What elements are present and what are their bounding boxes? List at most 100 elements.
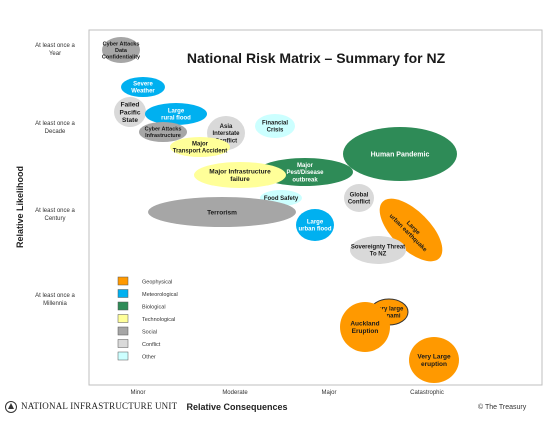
legend-label: Technological	[142, 317, 175, 323]
risk-label: Sovereignty Threat To NZ	[351, 245, 405, 258]
risk-bubble	[170, 137, 230, 157]
risk-label-line: Weather	[131, 89, 155, 95]
y-tick-line: Decade	[45, 129, 66, 135]
risk-bubble	[296, 209, 334, 241]
risk-label-line: Food Safety	[264, 196, 299, 202]
risk-label: Major Transport Accident	[173, 142, 227, 155]
risk-label: Global Conflict	[348, 193, 370, 206]
risk-label-line: Cyber Attacks	[103, 41, 140, 47]
legend-swatch	[117, 289, 129, 298]
risk-label-line: State	[122, 117, 138, 124]
risk-label-line: urban flood	[299, 227, 332, 233]
legend-label: Biological	[142, 305, 166, 311]
risk-label-line: Major	[297, 163, 314, 169]
risk-label: Financial Crisis	[262, 121, 288, 134]
risk-bubble	[139, 122, 187, 142]
risk-label-line: Large	[307, 220, 324, 226]
risk-bubble	[255, 114, 295, 138]
risk-label-line: Major	[192, 142, 209, 148]
risk-label-line: Failed	[121, 101, 140, 108]
legend-label: Geophysical	[142, 280, 172, 286]
risk-global-conflict: Global Conflict	[344, 184, 374, 212]
risk-label-line: Asia	[220, 124, 233, 130]
risk-label-line: eruption	[421, 361, 447, 368]
legend-swatch	[117, 301, 129, 311]
footer-logo-text: NATIONAL INFRASTRUCTURE UNIT	[21, 401, 178, 412]
legend-swatch	[117, 339, 129, 348]
risk-label-line: Infrastructure	[145, 133, 181, 139]
risk-large-urban-flood: Large urban flood	[296, 209, 334, 241]
legend-swatch	[117, 351, 129, 361]
legend-label: Conflict	[142, 342, 161, 348]
risk-label: Auckland Eruption	[350, 320, 379, 335]
risk-label-line: Pacific	[120, 109, 141, 116]
legend-item-biological: Biological	[117, 301, 166, 311]
x-tick-0: Minor	[130, 390, 145, 396]
legend-label: Other	[142, 355, 156, 361]
risk-label: Cyber Attacks Data Confidentiality	[102, 41, 141, 60]
risk-bubble	[114, 97, 146, 127]
y-tick-line: Millennia	[43, 301, 67, 307]
y-tick-line: At least once a	[35, 121, 75, 127]
y-tick-2: At least once a Century	[35, 208, 75, 222]
risk-major-transport-accident: Major Transport Accident	[170, 137, 230, 157]
risk-auckland-eruption: Auckland Eruption	[340, 302, 390, 352]
risk-label-line: Pest/Disease	[286, 170, 324, 176]
risk-label-line: Sovereignty Threat	[351, 245, 405, 251]
risk-major-infrastructure-failure: Major Infrastructure failure	[194, 162, 286, 188]
footer-copyright: © The Treasury	[478, 404, 527, 411]
risk-label-line: Terrorism	[207, 209, 237, 216]
risk-label-line: Financial	[262, 121, 288, 127]
risk-label: Very Large eruption	[417, 353, 451, 368]
legend-label: Meteorological	[142, 292, 178, 298]
risk-sovereignty-threat-to-nz: Sovereignty Threat To NZ	[350, 236, 406, 264]
risk-cyber-attacks-data-confidentiality: Cyber Attacks Data Confidentiality	[102, 37, 141, 63]
y-tick-line: Century	[44, 216, 65, 222]
y-tick-line: At least once a	[35, 208, 75, 214]
risk-bubble	[343, 127, 457, 181]
risk-label: Asia Interstate Conflict	[212, 124, 240, 144]
risk-label-line: Eruption	[352, 328, 379, 335]
risk-label: Food Safety	[264, 196, 299, 202]
risk-label: Very large tsunami	[375, 307, 404, 320]
legend-swatch	[117, 314, 129, 323]
risk-label-line: Cyber Attacks	[145, 127, 182, 133]
y-tick-line: At least once a	[35, 293, 75, 299]
risk-bubble	[194, 162, 286, 188]
risk-cyber-attacks-infrastructure: Cyber Attacks Infrastructure	[139, 122, 187, 142]
risk-label-line: outbreak	[292, 177, 318, 183]
risk-label-line: Confidentiality	[102, 55, 141, 61]
risk-label-line: Crisis	[267, 128, 284, 134]
risk-label-line: Very large	[375, 307, 404, 313]
risk-very-large-eruption: Very Large eruption	[409, 337, 459, 383]
risk-label-line: To NZ	[370, 252, 387, 258]
legend-item-technological: Technological	[117, 314, 175, 323]
legend-item-conflict: Conflict	[117, 339, 161, 348]
risk-bubble	[121, 77, 165, 97]
risk-label: Large rural flood	[161, 109, 191, 122]
risk-label-line: Transport Accident	[173, 149, 227, 155]
risk-label: Major Pest/Disease outbreak	[286, 163, 324, 183]
legend: Geophysical Meteorological Biological Techn…	[117, 276, 178, 361]
risk-label-line: Global	[350, 193, 369, 199]
legend-swatch	[117, 326, 129, 336]
risk-severe-weather: Severe Weather	[121, 77, 165, 97]
x-tick-3: Catastrophic	[410, 390, 444, 396]
legend-item-meteorological: Meteorological	[117, 289, 178, 298]
risk-label: Human Pandemic	[371, 151, 430, 158]
risk-label-line: failure	[230, 176, 250, 183]
risk-label-line: Data	[115, 48, 128, 54]
risk-label: Terrorism	[207, 209, 237, 216]
risk-bubble	[409, 337, 459, 383]
legend-item-geophysical: Geophysical	[117, 276, 172, 286]
risk-financial-crisis: Financial Crisis	[255, 114, 295, 138]
x-tick-2: Major	[321, 390, 336, 396]
risk-label-line: Conflict	[215, 138, 237, 144]
x-tick-1: Moderate	[222, 390, 248, 396]
y-tick-3: At least once a Millennia	[35, 293, 75, 307]
risk-bubble	[145, 103, 207, 125]
risk-label-line: Interstate	[212, 131, 240, 137]
